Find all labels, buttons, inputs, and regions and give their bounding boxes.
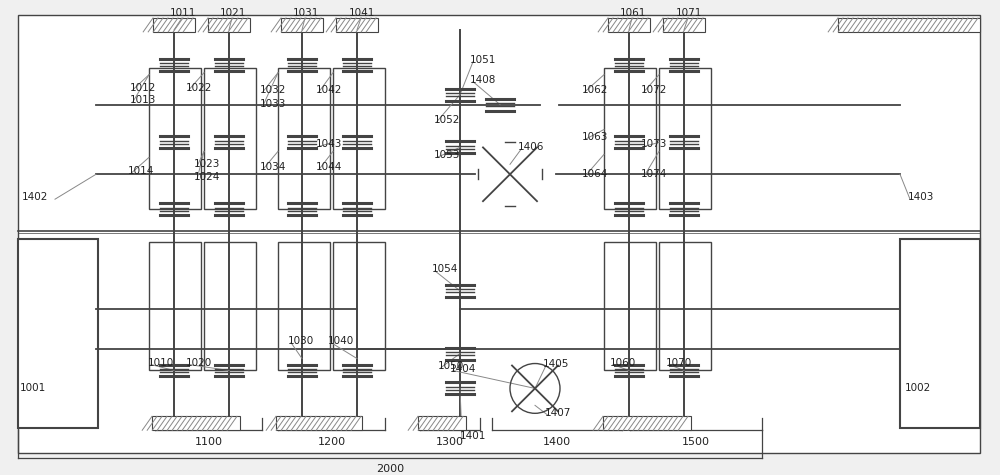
Text: 1013: 1013 bbox=[130, 95, 156, 104]
Bar bbox=[659, 242, 711, 370]
Text: 1051: 1051 bbox=[470, 55, 496, 65]
Bar bbox=[333, 242, 385, 370]
Text: 1300: 1300 bbox=[436, 437, 464, 447]
Bar bbox=[278, 242, 330, 370]
Text: 1001: 1001 bbox=[20, 383, 46, 393]
Bar bbox=[204, 68, 256, 209]
Text: 1011: 1011 bbox=[170, 8, 196, 18]
Text: 1100: 1100 bbox=[194, 437, 222, 447]
Text: 1405: 1405 bbox=[543, 359, 569, 369]
Text: 1053: 1053 bbox=[434, 151, 460, 161]
Bar bbox=[604, 242, 656, 370]
Text: 1062: 1062 bbox=[582, 85, 608, 95]
Text: 1002: 1002 bbox=[905, 383, 931, 393]
Text: 1040: 1040 bbox=[328, 336, 354, 346]
Bar bbox=[608, 18, 650, 32]
Text: 1404: 1404 bbox=[450, 363, 476, 373]
Text: 1031: 1031 bbox=[293, 8, 319, 18]
Bar bbox=[603, 416, 691, 430]
Bar bbox=[418, 416, 466, 430]
Text: 2000: 2000 bbox=[376, 464, 404, 474]
Text: 1063: 1063 bbox=[582, 133, 608, 142]
Text: 1406: 1406 bbox=[518, 142, 544, 152]
Bar bbox=[18, 239, 98, 428]
Text: 1064: 1064 bbox=[582, 169, 608, 179]
Bar bbox=[663, 18, 705, 32]
Text: 1402: 1402 bbox=[22, 192, 48, 202]
Text: 1500: 1500 bbox=[682, 437, 710, 447]
Bar bbox=[659, 68, 711, 209]
Bar bbox=[204, 242, 256, 370]
Bar bbox=[208, 18, 250, 32]
Bar bbox=[149, 242, 201, 370]
Bar bbox=[149, 68, 201, 209]
Text: 1041: 1041 bbox=[349, 8, 375, 18]
Text: 1061: 1061 bbox=[620, 8, 646, 18]
Text: 1060: 1060 bbox=[610, 358, 636, 368]
Text: 1401: 1401 bbox=[460, 431, 486, 441]
Bar bbox=[900, 239, 980, 428]
Bar bbox=[281, 18, 323, 32]
Text: 1050: 1050 bbox=[438, 361, 464, 370]
Text: 1073: 1073 bbox=[641, 140, 667, 150]
Text: 1030: 1030 bbox=[288, 336, 314, 346]
Text: 1012: 1012 bbox=[130, 83, 156, 93]
Text: 1033: 1033 bbox=[260, 99, 286, 109]
Text: 1021: 1021 bbox=[220, 8, 246, 18]
Text: 1071: 1071 bbox=[676, 8, 702, 18]
Bar bbox=[838, 18, 980, 32]
Text: 1054: 1054 bbox=[432, 264, 458, 274]
Bar bbox=[333, 68, 385, 209]
Text: 1200: 1200 bbox=[317, 437, 346, 447]
Bar bbox=[604, 68, 656, 209]
Text: 1407: 1407 bbox=[545, 408, 571, 418]
Bar bbox=[278, 68, 330, 209]
Text: 1034: 1034 bbox=[260, 162, 286, 172]
Text: 1032: 1032 bbox=[260, 85, 286, 95]
Text: 1022: 1022 bbox=[186, 83, 212, 93]
Bar bbox=[276, 416, 362, 430]
Text: 1024: 1024 bbox=[194, 172, 220, 182]
Text: 1074: 1074 bbox=[641, 169, 667, 179]
Text: 1043: 1043 bbox=[316, 140, 342, 150]
Text: 1042: 1042 bbox=[316, 85, 342, 95]
Text: 1010: 1010 bbox=[148, 358, 174, 368]
Text: 1014: 1014 bbox=[128, 166, 154, 176]
Text: 1020: 1020 bbox=[186, 358, 212, 368]
Bar bbox=[336, 18, 378, 32]
Text: 1023: 1023 bbox=[194, 159, 220, 169]
Text: 1044: 1044 bbox=[316, 162, 342, 172]
Text: 1052: 1052 bbox=[434, 114, 460, 124]
Text: 1400: 1400 bbox=[543, 437, 571, 447]
Text: 1403: 1403 bbox=[908, 192, 934, 202]
Text: 1072: 1072 bbox=[641, 85, 667, 95]
Bar bbox=[152, 416, 240, 430]
Bar bbox=[153, 18, 195, 32]
Text: 1408: 1408 bbox=[470, 75, 496, 85]
Text: 1070: 1070 bbox=[666, 358, 692, 368]
